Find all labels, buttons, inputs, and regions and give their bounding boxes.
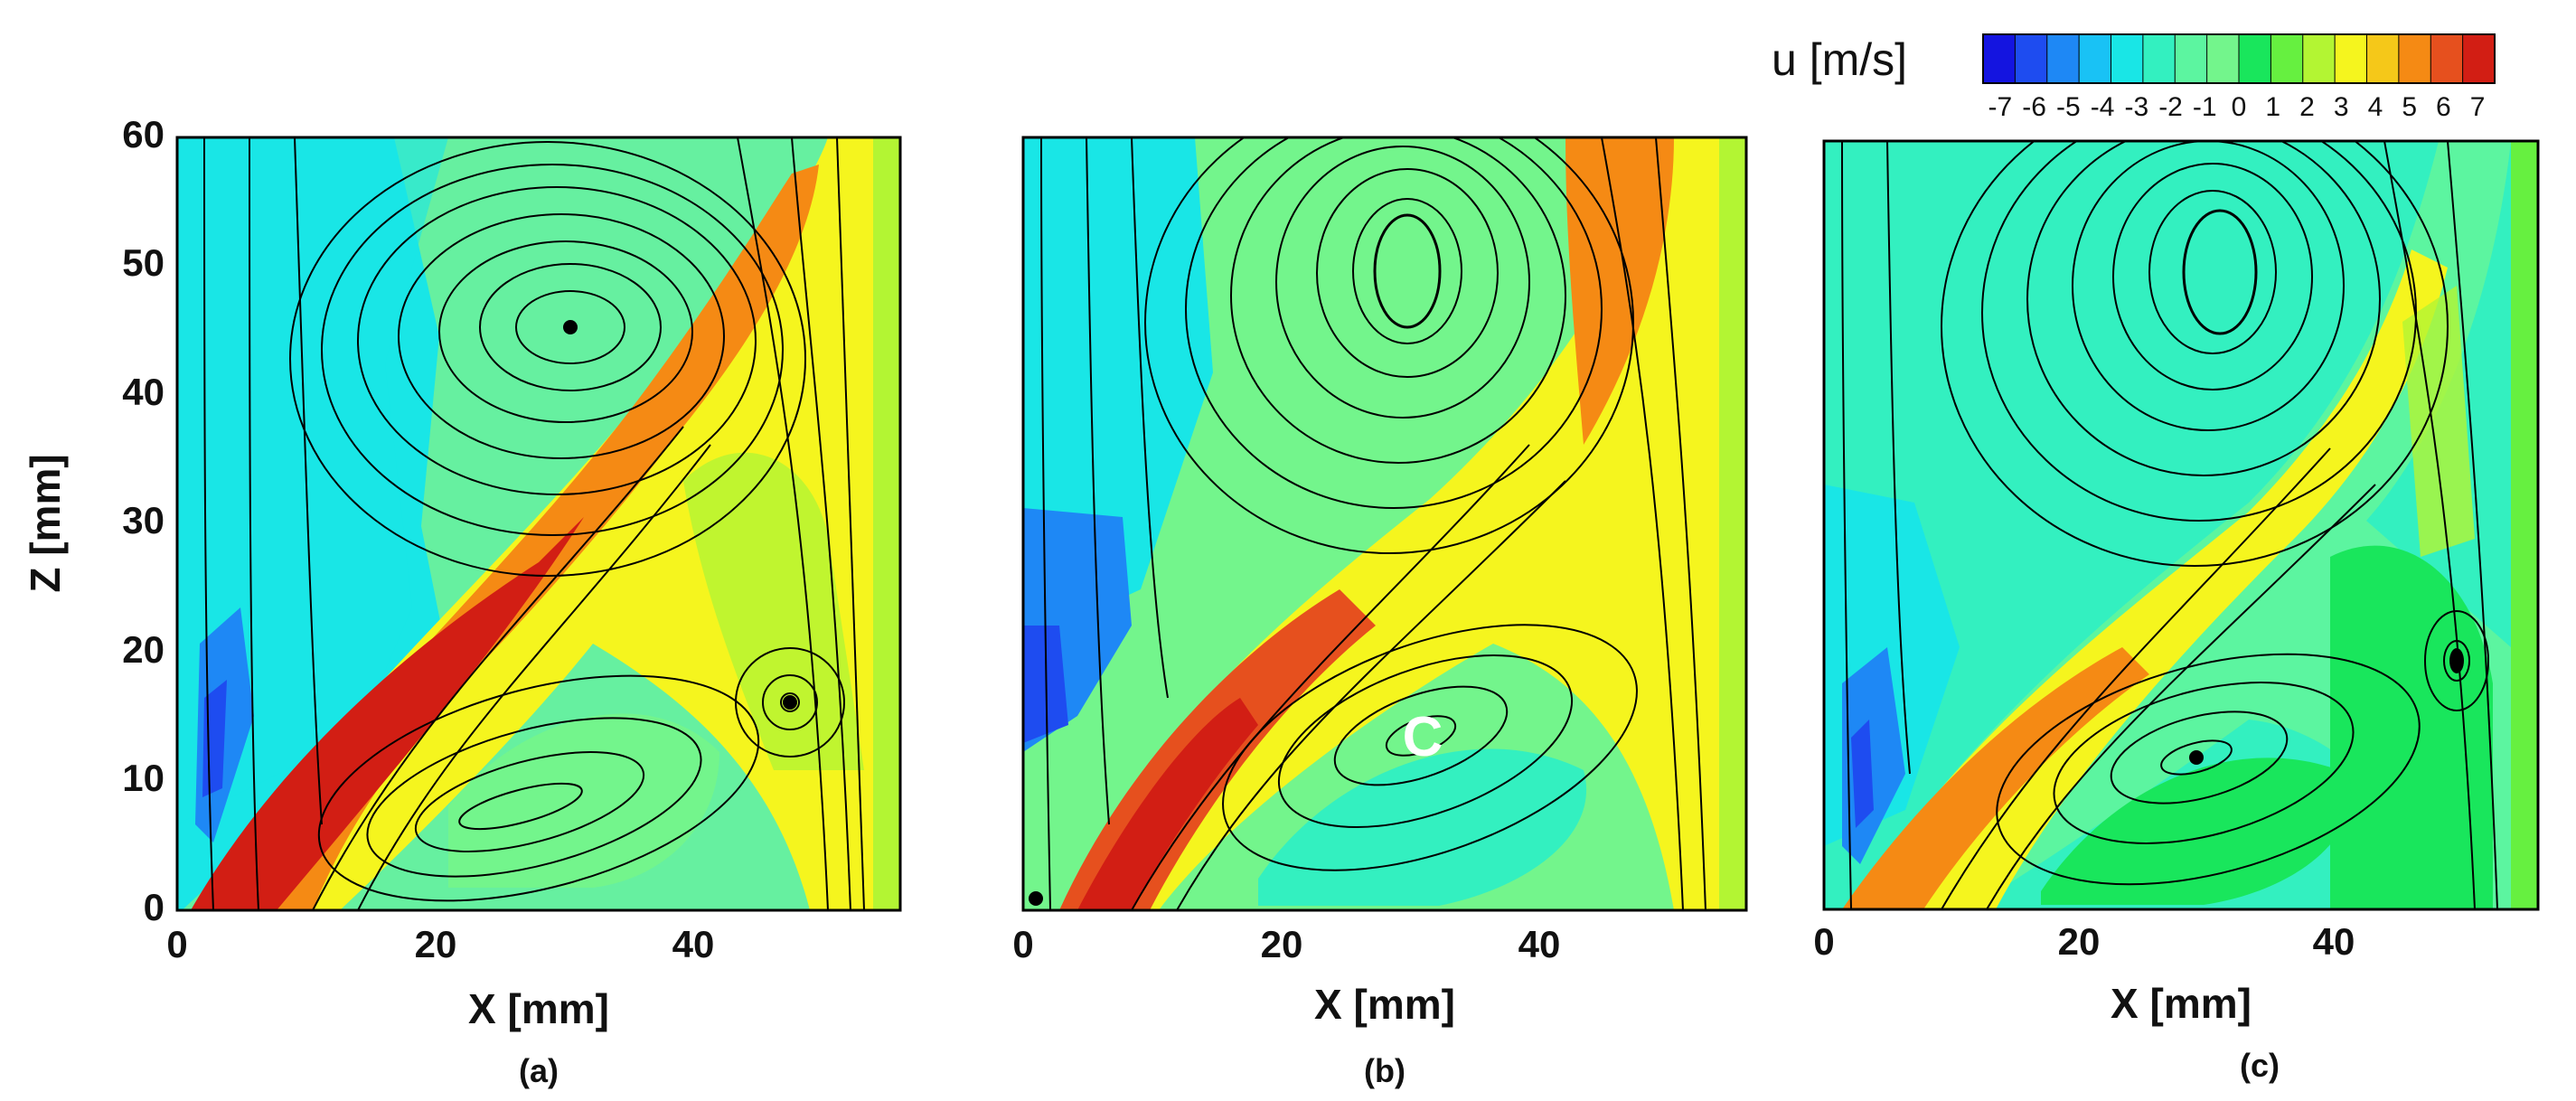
panel-a-x-tick-20: 20 <box>415 923 457 965</box>
panel-c: 0 20 40 X [mm] (c) <box>1813 139 2540 1084</box>
colorbar: u [m/s] -7 -6 -5 -4 -3 -2 -1 0 1 2 3 4 5 6 7 <box>1772 33 2496 122</box>
panel-a-x-ticks: 0 20 40 <box>166 923 714 965</box>
colorbar-tick-label: -5 <box>2056 92 2081 122</box>
panel-a-x-tick-0: 0 <box>166 923 187 965</box>
colorbar-tick-label: 7 <box>2470 92 2486 122</box>
colorbar-tick-label: 1 <box>2265 92 2280 122</box>
panel-a-y-tick-50: 50 <box>122 241 165 284</box>
panel-c-x-tick-0: 0 <box>1813 920 1834 963</box>
colorbar-tick-label: 2 <box>2299 92 2315 122</box>
colorbar-swatch <box>2078 33 2112 84</box>
panel-c-x-ticks: 0 20 40 <box>1813 920 2355 963</box>
panel-a-y-axis-title: Z [mm] <box>22 454 69 592</box>
panel-a-y-tick-10: 10 <box>122 757 165 799</box>
panel-c-small-vortex <box>2449 648 2464 673</box>
panel-b-marker-c: C <box>1403 706 1443 768</box>
colorbar-swatch <box>2430 33 2464 84</box>
panel-b-label: (b) <box>1364 1052 1406 1089</box>
colorbar-tick-label: 4 <box>2368 92 2383 122</box>
panel-a-y-tick-60: 60 <box>122 113 165 155</box>
panel-b-origin-dot <box>1029 891 1043 906</box>
colorbar-tick-label: -4 <box>2091 92 2115 122</box>
colorbar-ticks: -7 -6 -5 -4 -3 -2 -1 0 1 2 3 4 5 6 7 <box>1988 92 2486 122</box>
panel-a-streamlines <box>203 137 865 910</box>
panel-b-x-ticks: 0 20 40 <box>1012 923 1560 965</box>
colorbar-tick-label: -7 <box>1988 92 2013 122</box>
colorbar-title: u [m/s] <box>1772 34 1907 85</box>
colorbar-tick-label: -6 <box>2022 92 2046 122</box>
colorbar-swatch <box>2046 33 2081 84</box>
colorbar-swatch <box>2366 33 2400 84</box>
panel-c-x-tick-40: 40 <box>2313 920 2355 963</box>
panel-c-lower-core <box>2189 750 2204 765</box>
colorbar-swatch <box>2014 33 2048 84</box>
panel-b-x-tick-20: 20 <box>1261 923 1303 965</box>
colorbar-swatch <box>2302 33 2336 84</box>
panel-c-plot <box>1824 141 2538 909</box>
panel-a-label: (a) <box>519 1052 559 1089</box>
colorbar-swatch <box>1982 33 2017 84</box>
panel-b-x-tick-40: 40 <box>1518 923 1561 965</box>
colorbar-swatch <box>2270 33 2304 84</box>
panel-a-lower-core <box>465 791 572 825</box>
panel-b: C 0 20 40 X [mm] (b) <box>1012 136 1748 1089</box>
panel-b-plot: C <box>1023 137 1746 910</box>
colorbar-tick-label: 6 <box>2436 92 2451 122</box>
panel-b-streamlines <box>1040 137 1706 910</box>
panel-a-y-tick-40: 40 <box>122 371 165 413</box>
panel-b-x-axis-title: X [mm] <box>1314 981 1455 1028</box>
colorbar-tick-label: 3 <box>2334 92 2349 122</box>
panel-a-y-tick-30: 30 <box>122 499 165 541</box>
panel-b-vortex-core <box>1373 213 1442 329</box>
panel-a-vortex-core <box>563 320 578 334</box>
panel-c-streamlines <box>1841 141 2498 909</box>
colorbar-swatches <box>1982 33 2496 84</box>
panel-a-x-axis-title: X [mm] <box>468 985 609 1032</box>
colorbar-swatch <box>2111 33 2144 84</box>
panel-c-vortex-core <box>2182 209 2258 335</box>
panel-c-x-axis-title: X [mm] <box>2111 980 2252 1027</box>
panel-a-y-tick-20: 20 <box>122 628 165 671</box>
panel-a: 0 20 40 0 10 20 30 40 50 60 X [mm] Z [mm… <box>22 113 902 1089</box>
panel-a-small-vortex <box>783 695 797 710</box>
colorbar-frame <box>1982 33 2496 84</box>
colorbar-tick-label: 5 <box>2402 92 2417 122</box>
colorbar-tick-label: 0 <box>2232 92 2247 122</box>
colorbar-swatch <box>2206 33 2240 84</box>
panel-c-x-tick-20: 20 <box>2058 920 2101 963</box>
colorbar-swatch <box>2398 33 2432 84</box>
panel-a-y-tick-0: 0 <box>144 886 165 928</box>
panel-a-plot <box>177 137 900 910</box>
colorbar-swatch <box>2174 33 2208 84</box>
colorbar-swatch <box>2142 33 2176 84</box>
colorbar-swatch <box>2334 33 2368 84</box>
panel-a-y-ticks: 0 10 20 30 40 50 60 <box>122 113 165 928</box>
colorbar-tick-label: -1 <box>2193 92 2217 122</box>
panel-b-x-tick-0: 0 <box>1012 923 1033 965</box>
colorbar-tick-label: -3 <box>2124 92 2148 122</box>
panel-a-x-tick-40: 40 <box>672 923 715 965</box>
colorbar-tick-label: -2 <box>2158 92 2183 122</box>
panel-c-label: (c) <box>2240 1047 2280 1084</box>
colorbar-swatch <box>2462 33 2496 84</box>
colorbar-swatch <box>2238 33 2272 84</box>
